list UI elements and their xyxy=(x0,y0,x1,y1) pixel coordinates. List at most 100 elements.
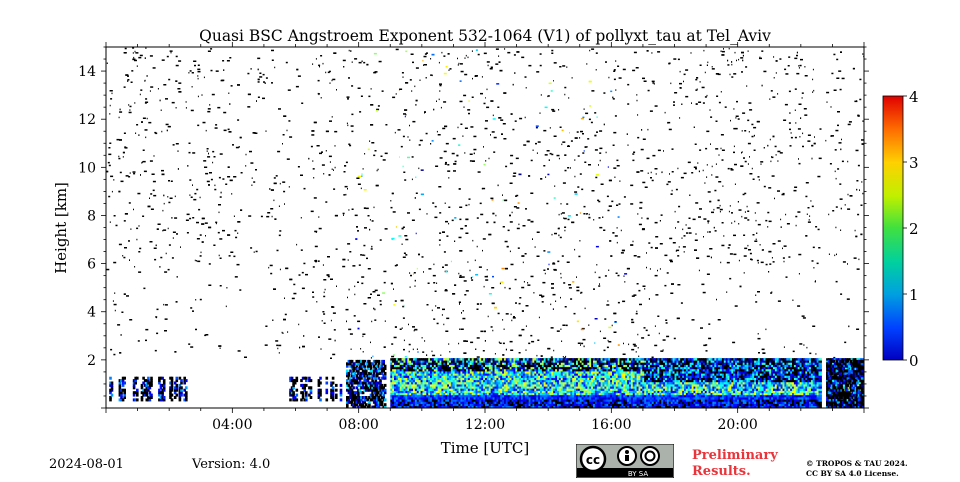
heatmap-cell xyxy=(428,403,432,407)
heatmap-cell xyxy=(510,349,514,351)
heatmap-cell xyxy=(397,375,402,378)
heatmap-cell xyxy=(630,184,634,187)
heatmap-cell xyxy=(370,124,374,126)
heatmap-cell xyxy=(562,362,567,365)
heatmap-cell xyxy=(401,384,405,387)
heatmap-cell xyxy=(502,403,506,407)
heatmap-cell xyxy=(591,366,595,370)
heatmap-cell xyxy=(346,320,347,323)
heatmap-cell xyxy=(589,397,593,400)
heatmap-cell xyxy=(168,244,171,246)
heatmap-cell xyxy=(576,289,580,292)
heatmap-cell xyxy=(847,160,849,163)
heatmap-cell xyxy=(589,401,593,404)
heatmap-cell xyxy=(747,142,751,145)
heatmap-cell xyxy=(543,165,546,167)
heatmap-cell xyxy=(500,392,504,396)
heatmap-cell xyxy=(568,375,572,378)
heatmap-cell xyxy=(547,395,551,398)
heatmap-cell xyxy=(447,395,451,398)
heatmap-cell xyxy=(551,369,555,372)
heatmap-cell xyxy=(526,399,531,402)
heatmap-cell xyxy=(421,256,424,258)
heatmap-cell xyxy=(612,96,614,99)
heatmap-cell xyxy=(445,377,449,381)
heatmap-cell xyxy=(550,90,553,92)
heatmap-cell xyxy=(507,399,512,402)
heatmap-cell xyxy=(420,375,424,378)
heatmap-cell xyxy=(428,371,432,374)
heatmap-cell xyxy=(466,364,470,368)
heatmap-cell xyxy=(413,360,417,363)
heatmap-cell xyxy=(403,382,407,385)
heatmap-cell xyxy=(480,92,483,95)
heatmap-cell xyxy=(672,242,676,244)
heatmap-cell xyxy=(837,124,839,127)
heatmap-cell xyxy=(483,52,487,55)
heatmap-cell xyxy=(460,388,464,391)
heatmap-cell xyxy=(583,403,587,407)
heatmap-cell xyxy=(288,120,291,122)
heatmap-cell xyxy=(207,110,211,113)
heatmap-cell xyxy=(787,65,790,67)
heatmap-cell xyxy=(589,395,593,398)
heatmap-cell xyxy=(232,144,234,146)
heatmap-cell xyxy=(443,362,447,365)
heatmap-cell xyxy=(720,50,722,52)
heatmap-cell xyxy=(474,75,478,77)
heatmap-cell xyxy=(577,395,582,398)
heatmap-cell xyxy=(534,375,538,378)
heatmap-cell xyxy=(752,178,755,180)
heatmap-cell xyxy=(549,360,553,363)
heatmap-cell xyxy=(685,224,687,226)
heatmap-cell xyxy=(524,373,529,376)
heatmap-cell xyxy=(111,92,113,95)
heatmap-cell xyxy=(530,384,534,387)
heatmap-cell xyxy=(488,358,493,361)
heatmap-cell xyxy=(210,178,213,181)
heatmap-cell xyxy=(473,399,477,402)
heatmap-cell xyxy=(551,364,555,368)
heatmap-cell xyxy=(123,52,127,54)
heatmap-cell xyxy=(373,52,377,55)
heatmap-cell xyxy=(666,183,669,186)
heatmap-cell xyxy=(415,99,418,102)
heatmap-cell xyxy=(441,388,445,391)
heatmap-cell xyxy=(450,392,455,396)
heatmap-cell xyxy=(154,349,157,352)
heatmap-cell xyxy=(420,373,424,376)
heatmap-cell xyxy=(522,399,527,402)
heatmap-cell xyxy=(430,362,434,365)
heatmap-cell xyxy=(443,392,447,396)
heatmap-cell xyxy=(213,244,216,246)
heatmap-cell xyxy=(319,152,322,155)
heatmap-cell xyxy=(426,375,430,378)
heatmap-cell xyxy=(279,268,281,271)
heatmap-cell xyxy=(201,217,205,220)
heatmap-cell xyxy=(485,397,489,400)
heatmap-cell xyxy=(443,397,447,400)
heatmap-cell xyxy=(473,377,477,381)
heatmap-cell xyxy=(560,213,562,215)
heatmap-cell xyxy=(498,371,502,374)
heatmap-cell xyxy=(669,237,673,240)
heatmap-cell xyxy=(479,399,483,402)
heatmap-cell xyxy=(513,386,517,389)
heatmap-cell xyxy=(416,382,421,385)
heatmap-cell xyxy=(583,360,587,363)
heatmap-cell xyxy=(671,283,674,285)
heatmap-cell xyxy=(464,395,468,398)
heatmap-cell xyxy=(547,397,551,400)
heatmap-cell xyxy=(496,401,500,404)
heatmap-cell xyxy=(376,109,378,112)
heatmap-cell xyxy=(413,329,415,332)
heatmap-cell xyxy=(450,399,455,402)
heatmap-cell xyxy=(452,384,457,387)
heatmap-cell xyxy=(178,60,182,62)
heatmap-cell xyxy=(762,352,766,354)
heatmap-cell xyxy=(462,358,466,361)
heatmap-cell xyxy=(524,253,527,255)
heatmap-cell xyxy=(524,369,529,372)
heatmap-cell xyxy=(564,403,568,407)
heatmap-cell xyxy=(441,360,445,363)
